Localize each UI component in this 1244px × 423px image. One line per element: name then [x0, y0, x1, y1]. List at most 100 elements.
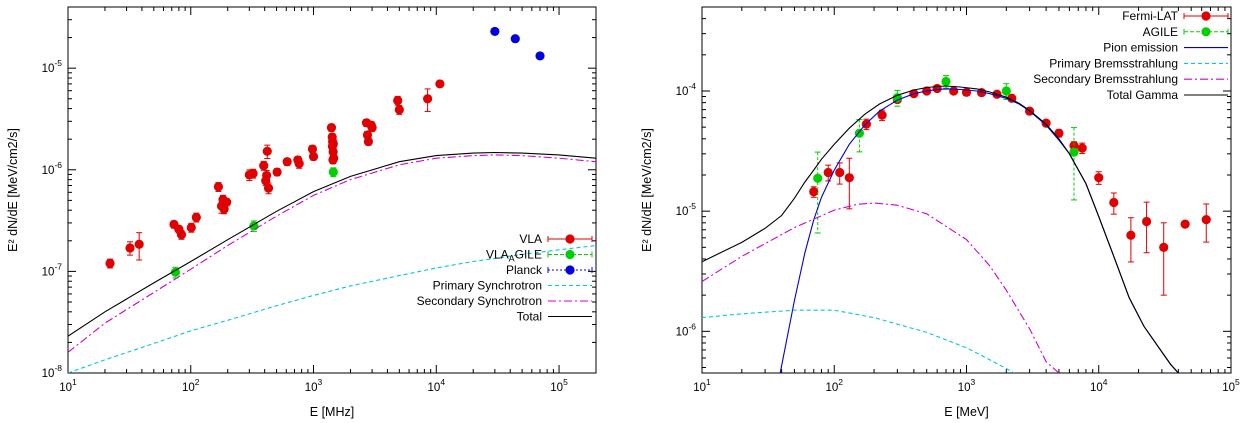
data-point-fermi-lat: [1109, 197, 1119, 208]
data-point-fermi-lat: [932, 83, 942, 94]
legend-entry-pion-emission: Pion emission: [1103, 41, 1228, 55]
data-point-vla: [308, 151, 319, 162]
x-tick-label: 103: [958, 377, 976, 394]
series-agile: [813, 75, 1079, 234]
data-point-vla: [435, 79, 445, 89]
legend-entry-fermi-lat: Fermi-LAT: [1122, 9, 1229, 23]
legend-entry-vla-agile: VLAAGILE: [486, 248, 593, 264]
legend-label: Pion emission: [1103, 41, 1178, 55]
legend-marker: [565, 234, 575, 244]
data-point-fermi-lat: [1141, 216, 1152, 227]
series-line-primary-bremsstrahlung: [702, 309, 1015, 373]
data-point-fermi-lat: [877, 110, 887, 120]
data-point-vla: [272, 167, 282, 177]
data-point-vla: [393, 95, 403, 106]
legend-label: VLAAGILE: [486, 248, 542, 264]
data-point-agile: [1001, 86, 1011, 96]
legend-marker: [565, 265, 575, 275]
series-line-secondary-bremsstrahlung: [702, 202, 1060, 373]
error-bar: [814, 151, 821, 234]
data-point-fermi-lat: [1180, 219, 1190, 229]
legend-label: Planck: [506, 263, 543, 277]
data-point-vla: [367, 123, 377, 133]
y-tick-label: 10-5: [42, 58, 63, 75]
right-chart-gamma-spectrum: 101 102 103 104 105 10-6 10-5 10-4 E [MeV] E² dN/…: [640, 6, 1240, 419]
series-line-total: [68, 151, 596, 337]
data-point-vla: [394, 105, 404, 115]
series-total-gamma: [702, 85, 1179, 373]
series-primary-bremsstrahlung: [702, 309, 1015, 373]
y-tick-label: 10-4: [676, 81, 697, 98]
x-tick-label: 101: [59, 377, 77, 394]
legend-entry-primary-bremsstrahlung: Primary Bremsstrahlung: [1049, 56, 1228, 70]
data-point-fermi-lat: [949, 86, 959, 96]
data-point-fermi-lat: [1201, 215, 1211, 225]
series-line-primary-synchrotron: [68, 244, 596, 373]
error-bar: [1071, 127, 1078, 201]
data-point-vla: [222, 197, 232, 207]
data-point-vla: [176, 230, 187, 240]
data-point-vla: [329, 153, 339, 163]
data-point-fermi-lat: [844, 173, 854, 183]
series-line-total-gamma: [702, 85, 1179, 373]
data-point-fermi-lat: [1126, 230, 1136, 240]
legend-label: Secondary Bremsstrahlung: [1033, 72, 1178, 86]
axis-ticks: [67, 6, 597, 374]
data-point-vla: [134, 239, 144, 249]
series-line-pion-emission: [779, 88, 1179, 373]
error-bar: [846, 157, 853, 210]
series-fermi-lat: [809, 83, 1211, 296]
data-point-agile: [941, 76, 951, 87]
data-point-fermi-lat: [1077, 143, 1087, 153]
series-line-secondary-synchrotron: [68, 154, 596, 353]
series-total: [68, 151, 596, 337]
data-point-fermi-lat: [961, 87, 972, 97]
y-tick-label: 10-5: [676, 201, 697, 218]
data-point-agile: [1069, 147, 1079, 157]
series-secondary-synchrotron: [68, 154, 596, 353]
plot-area: [702, 75, 1211, 373]
legend-marker: [1201, 27, 1211, 37]
data-point-planck: [490, 26, 500, 37]
data-point-vla: [191, 212, 201, 222]
data-point-vla: [105, 258, 115, 268]
data-point-fermi-lat: [823, 167, 833, 178]
y-tick-label: 10-6: [676, 321, 697, 338]
legend-label: Total: [517, 310, 542, 324]
legend-label: Secondary Synchrotron: [417, 294, 542, 308]
y-tick-label: 10-8: [42, 363, 63, 380]
plot-area: [68, 26, 596, 373]
data-point-vla: [262, 146, 272, 156]
y-axis-label: E² dN/dE [MeV/cm2/s]: [6, 128, 20, 252]
series-planck: [490, 26, 545, 61]
data-point-vla: [423, 94, 433, 104]
series-vla: [105, 79, 445, 269]
left-chart-radio-spectrum: 101 102 103 104 105 10-8 10-7 10-6 10-5 E [MHz] E²…: [6, 6, 597, 419]
data-point-planck: [535, 51, 545, 61]
data-point-agile: [813, 173, 823, 183]
y-axis-label: E² dN/dE [MeV/cm2/s]: [640, 128, 654, 252]
data-point-vla: [294, 159, 304, 169]
legend-label: AGILE: [1143, 25, 1178, 39]
legend-label: Fermi-LAT: [1122, 9, 1178, 23]
series-secondary-bremsstrahlung: [702, 202, 1060, 373]
x-tick-label: 103: [305, 377, 323, 394]
legend-entry-total: Total: [517, 310, 592, 324]
data-point-fermi-lat: [809, 187, 819, 197]
data-point-vla: [263, 183, 274, 193]
legend-label: VLA: [519, 232, 542, 246]
legend-entry-total-gamma: Total Gamma: [1107, 88, 1228, 102]
legend-label: Total Gamma: [1107, 88, 1179, 102]
data-point-agile: [854, 128, 865, 138]
data-point-vla: [326, 123, 337, 133]
data-point-vla-agile: [170, 267, 181, 277]
legend-marker: [565, 249, 575, 260]
error-bar: [1143, 201, 1150, 254]
data-point-vla: [125, 243, 135, 253]
legend-entry-agile: AGILE: [1143, 25, 1229, 39]
data-point-vla: [262, 170, 272, 181]
x-tick-label: 105: [550, 377, 568, 394]
data-point-vla: [307, 144, 318, 154]
